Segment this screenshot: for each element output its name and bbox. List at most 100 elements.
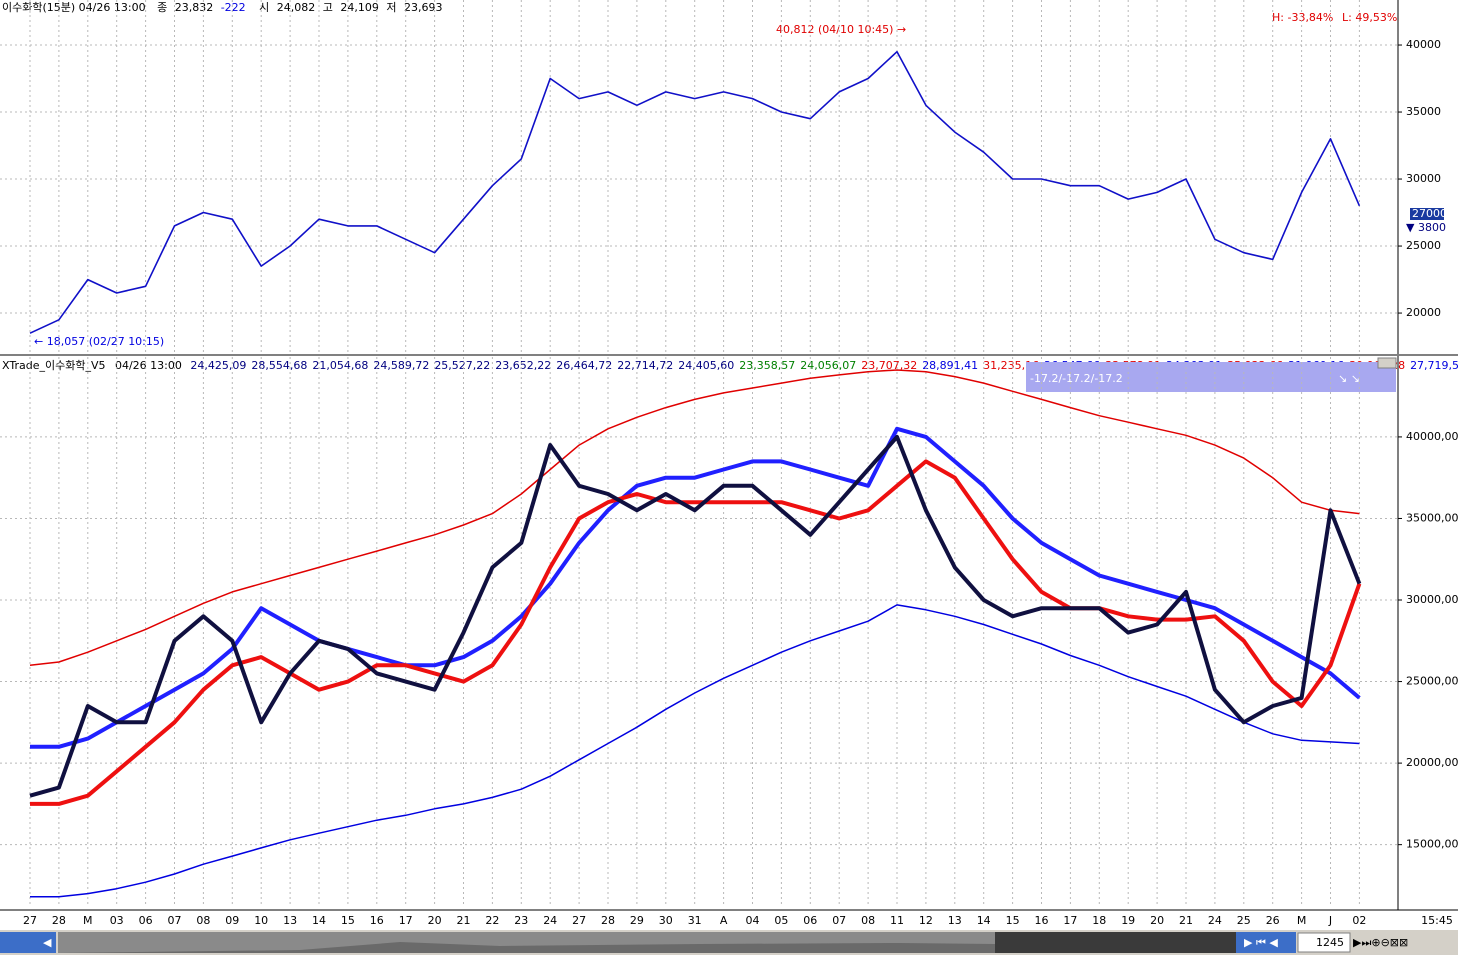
range-low: L: 49,53% (1342, 11, 1397, 24)
zoom-value[interactable]: 1245 (1316, 936, 1344, 949)
y-tick-label: 15000,00 (1406, 838, 1458, 851)
x-tick-label: J (1328, 914, 1332, 927)
overlay-box (1026, 362, 1396, 392)
overlay-text: -17.2/-17.2/-17.2 (1030, 372, 1123, 385)
x-tick-label: 07 (168, 914, 182, 927)
x-tick-label: 15 (341, 914, 355, 927)
pane-button[interactable] (1377, 357, 1397, 369)
x-tick-label: M (1297, 914, 1307, 927)
x-tick-label: 18 (1092, 914, 1106, 927)
readout: 21,054,68 (312, 359, 368, 372)
x-tick-label: 25 (1237, 914, 1251, 927)
series-line (30, 459, 1362, 806)
x-tick-label: 23 (514, 914, 528, 927)
indicator-title: XTrade_이수화학_V5 (2, 359, 105, 372)
readout: 28,891,41 (922, 359, 978, 372)
zoom-input[interactable] (1297, 932, 1351, 953)
x-tick-label: 16 (370, 914, 384, 927)
readout: 24,056,07 (800, 359, 856, 372)
x-tick-label: 08 (196, 914, 210, 927)
open-label: 시 (259, 1, 269, 14)
x-tick-label: 03 (110, 914, 124, 927)
x-tick-label: 02 (1352, 914, 1366, 927)
x-tick-label: 19 (1121, 914, 1135, 927)
high-label: 고 (323, 1, 333, 14)
open: 24,082 (277, 1, 316, 14)
scroll-left-button[interactable] (0, 932, 56, 953)
low-annotation: ← 18,057 (02/27 10:15) (34, 335, 164, 348)
x-tick-label: 10 (254, 914, 268, 927)
x-tick-label: 16 (1035, 914, 1049, 927)
x-tick-label: 24 (1208, 914, 1222, 927)
scroll-right-arrow: ▶ ⏮ ◀ (1244, 936, 1278, 949)
readout: 26,464,72 (556, 359, 612, 372)
x-tick-label: 31 (688, 914, 702, 927)
x-tick-label: 15 (1006, 914, 1020, 927)
readout: 24,405,60 (678, 359, 734, 372)
y-tick-label: 30000 (1406, 172, 1441, 185)
readout: 23,652,22 (495, 359, 551, 372)
overlay-arrows: ↘ ↘ (1338, 372, 1360, 385)
y-tick-label: 20000,00 (1406, 756, 1458, 769)
x-tick-label: 21 (457, 914, 471, 927)
y-tick-label: 25000 (1406, 239, 1441, 252)
readout: 23,707,32 (861, 359, 917, 372)
header: 이수화학(15분) 04/26 13:00 종 23,832 -222 시 24… (2, 1, 443, 14)
mini-chart (58, 942, 995, 953)
toolbar-icons[interactable]: ▶⏭⊕⊖⊠⊠ (1353, 936, 1408, 949)
readout: 27,719,53 (1410, 359, 1458, 372)
change: -222 (221, 1, 246, 14)
series-line (30, 426, 1361, 749)
scroll-left-arrow: ◀ (43, 936, 52, 949)
indicator-time: 04/26 13:00 (115, 359, 182, 372)
x-tick-label: 22 (485, 914, 499, 927)
y-tick-label: 25000,00 (1406, 675, 1458, 688)
price-tag-box (1410, 208, 1444, 220)
scroll-right-button[interactable] (1236, 932, 1296, 953)
x-tick-label: 05 (774, 914, 788, 927)
readout: 24,589,72 (373, 359, 429, 372)
x-tick-label: 20 (428, 914, 442, 927)
x-tick-label: 08 (861, 914, 875, 927)
x-tick-label: 06 (139, 914, 153, 927)
x-tick-label: 11 (890, 914, 904, 927)
y-tick-label: 35000,00 (1406, 511, 1458, 524)
x-tick-label: 04 (746, 914, 760, 927)
x-tick-label: 26 (1266, 914, 1280, 927)
series-line (29, 50, 1361, 334)
readout: 28,554,68 (251, 359, 307, 372)
price-tag: 27000 (1412, 207, 1447, 220)
footer: ◀ ▶ ⏮ ◀ 1245 ▶⏭⊕⊖⊠⊠ (0, 930, 1458, 955)
x-tick-label: M (83, 914, 93, 927)
price-tag-sub: ▼ 3800 (1406, 221, 1446, 234)
x-tick-label: 13 (283, 914, 297, 927)
x-tick-label: A (720, 914, 728, 927)
y-tick-label: 40000 (1406, 38, 1441, 51)
x-tick-label: 06 (803, 914, 817, 927)
readout: 22,714,72 (617, 359, 673, 372)
high: 24,109 (340, 1, 379, 14)
low: 23,693 (404, 1, 443, 14)
series-line (29, 369, 1360, 667)
series-line (30, 604, 1360, 898)
x-tick-label: 21 (1179, 914, 1193, 927)
scroll-thumb[interactable] (995, 932, 1236, 953)
time-label: 15:45 (1421, 914, 1453, 927)
x-tick-label: 27 (572, 914, 586, 927)
x-tick-label: 14 (312, 914, 326, 927)
x-tick-label: 07 (832, 914, 846, 927)
x-tick-label: 20 (1150, 914, 1164, 927)
x-tick-label: 28 (601, 914, 615, 927)
x-tick-label: 14 (977, 914, 991, 927)
y-tick-label: 35000 (1406, 105, 1441, 118)
series-line (29, 434, 1362, 798)
x-tick-label: 30 (659, 914, 673, 927)
x-tick-label: 17 (399, 914, 413, 927)
y-tick-label: 20000 (1406, 306, 1441, 319)
x-tick-label: 17 (1063, 914, 1077, 927)
readout: 25,527,22 (434, 359, 490, 372)
x-tick-label: 13 (948, 914, 962, 927)
x-tick-label: 29 (630, 914, 644, 927)
